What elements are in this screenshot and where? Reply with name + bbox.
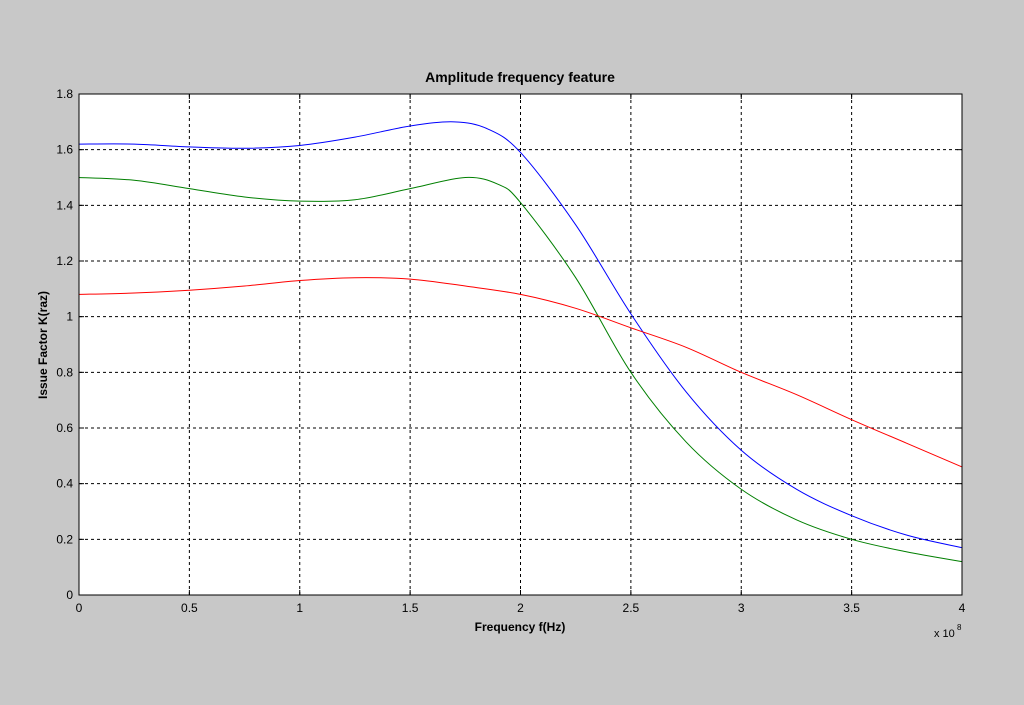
y-tick-label: 1 (66, 310, 73, 324)
y-tick-label: 1.4 (56, 198, 73, 212)
y-tick-label: 1.2 (56, 254, 73, 268)
y-tick-label: 0.6 (56, 421, 73, 435)
x-tick-label: 1.5 (402, 601, 419, 615)
y-tick-label: 0.4 (56, 477, 73, 491)
y-tick-label: 1.8 (56, 87, 73, 101)
y-axis-label: Issue Factor K(raz) (36, 291, 50, 399)
x-axis-label: Frequency f(Hz) (475, 620, 566, 634)
x-tick-label: 3.5 (843, 601, 860, 615)
x-tick-label: 3 (738, 601, 745, 615)
x-tick-label: 0 (76, 601, 83, 615)
series-3-line (78, 277, 963, 468)
axis-ticks: 0 0.5 1 1.5 2 2.5 3 3.5 4 0 0.2 0.4 0.6 0.8 1 1.2 1.4 1.6… (56, 87, 965, 615)
x-tick-label: 0.5 (181, 601, 198, 615)
series-1-line (78, 121, 963, 549)
plot-area (79, 94, 962, 595)
y-tick-label: 1.6 (56, 143, 73, 157)
chart-title: Amplitude frequency feature (425, 69, 615, 85)
y-tick-label: 0.2 (56, 532, 73, 546)
y-tick-label: 0.8 (56, 365, 73, 379)
x-axis-multiplier: x 10 (934, 628, 955, 640)
x-tick-label: 4 (959, 601, 966, 615)
x-axis-multiplier-exponent: 8 (957, 623, 962, 632)
series-2-line (78, 176, 963, 563)
x-tick-label: 2.5 (623, 601, 640, 615)
x-tick-label: 1 (296, 601, 303, 615)
y-tick-label: 0 (66, 588, 73, 602)
x-tick-label: 2 (517, 601, 524, 615)
